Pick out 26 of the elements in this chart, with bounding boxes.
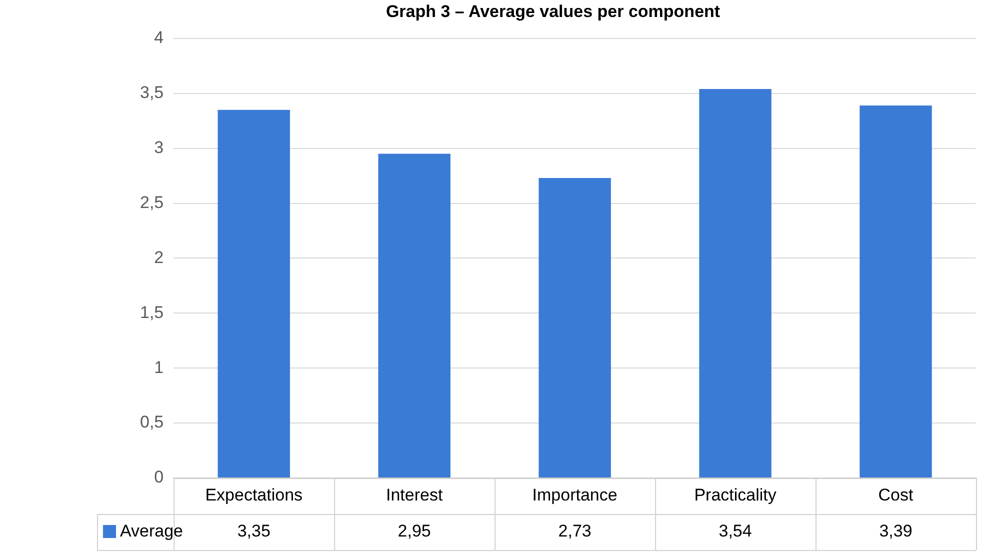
legend-label: Average — [120, 522, 184, 541]
data-label: 3,39 — [879, 522, 912, 541]
bar — [378, 154, 450, 478]
x-tick-label: Practicality — [694, 486, 777, 505]
data-label: 2,95 — [398, 522, 431, 541]
y-tick-label: 3 — [154, 138, 164, 157]
x-tick-label: Expectations — [205, 486, 303, 505]
bar — [699, 88, 772, 478]
y-tick-label: 0,5 — [140, 412, 164, 432]
data-label: 3,35 — [237, 522, 270, 541]
y-tick-label: 1,5 — [140, 302, 164, 322]
x-tick-label: Importance — [532, 486, 618, 505]
bar — [860, 105, 932, 478]
x-tick-label: Interest — [386, 486, 443, 505]
data-label: 3,54 — [718, 522, 752, 541]
y-tick-label: 2 — [154, 248, 164, 267]
y-tick-label: 3,5 — [140, 83, 164, 102]
y-tick-label: 0 — [154, 468, 164, 487]
y-tick-label: 2,5 — [140, 192, 164, 212]
bar — [538, 178, 611, 478]
y-tick-label: 4 — [154, 28, 164, 48]
data-label: 2,73 — [558, 522, 592, 541]
y-tick-label: 1 — [154, 358, 164, 377]
chart-title: Graph 3 – Average values per component — [386, 2, 720, 21]
x-tick-label: Cost — [878, 486, 914, 505]
bar — [218, 110, 290, 478]
